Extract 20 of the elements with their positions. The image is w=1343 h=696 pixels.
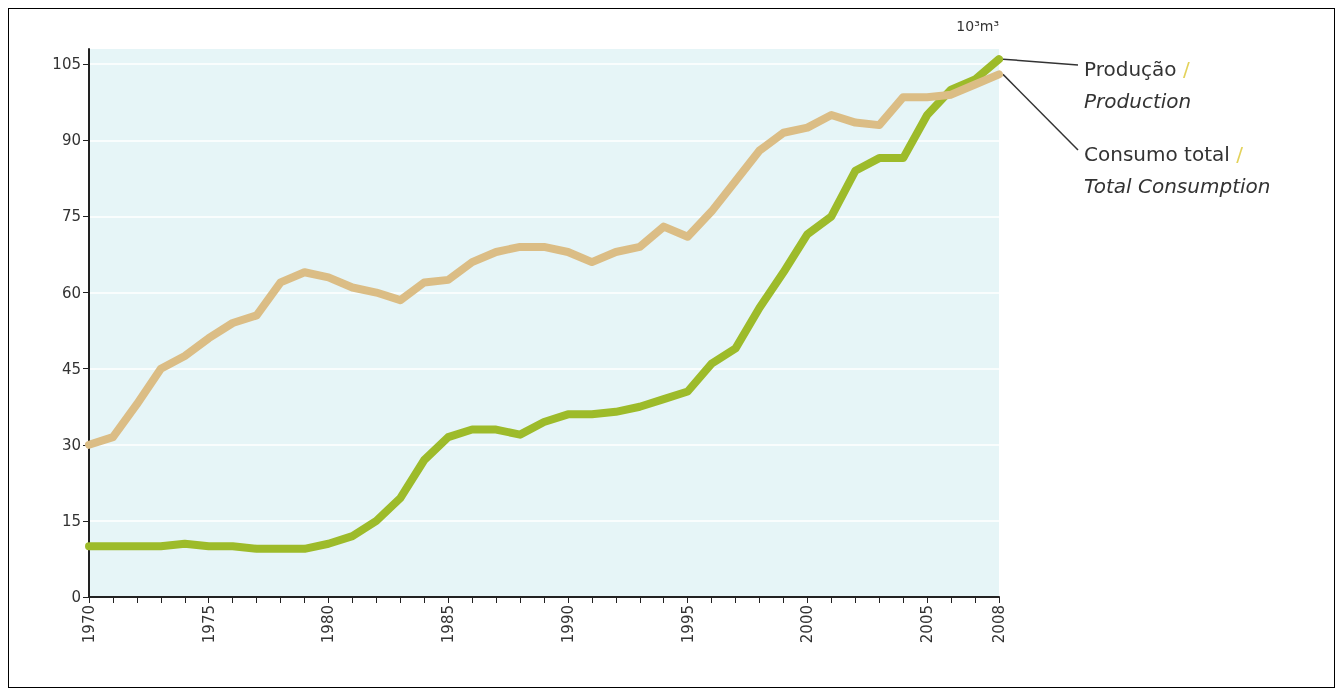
y-tick-label: 60 bbox=[61, 283, 81, 302]
y-tick-label: 30 bbox=[61, 435, 81, 454]
y-tick-label: 90 bbox=[61, 131, 81, 150]
text: Consumo total / Total Consumption bbox=[1084, 142, 1271, 198]
x-tick-label: 1990 bbox=[558, 605, 577, 644]
y-tick-label: 45 bbox=[61, 359, 81, 378]
y-tick-label: 105 bbox=[52, 55, 81, 74]
x-tick-label: 1970 bbox=[80, 605, 98, 644]
x-tick-label: 2000 bbox=[798, 605, 817, 644]
x-tick-label: 1980 bbox=[319, 605, 338, 644]
x-tick-label: 2008 bbox=[990, 605, 1008, 644]
y-tick-label: 0 bbox=[71, 588, 81, 606]
x-tick-label: 2005 bbox=[918, 605, 937, 644]
x-tick-label: 1975 bbox=[199, 605, 218, 644]
y-tick-label: 15 bbox=[61, 511, 81, 530]
y-tick-label: 75 bbox=[61, 207, 81, 226]
y-axis-title: 10³m³ bbox=[956, 18, 1000, 34]
x-tick-label: 1995 bbox=[678, 605, 697, 644]
x-tick-label: 1985 bbox=[439, 605, 458, 644]
text: Produção / Production bbox=[1084, 57, 1192, 113]
